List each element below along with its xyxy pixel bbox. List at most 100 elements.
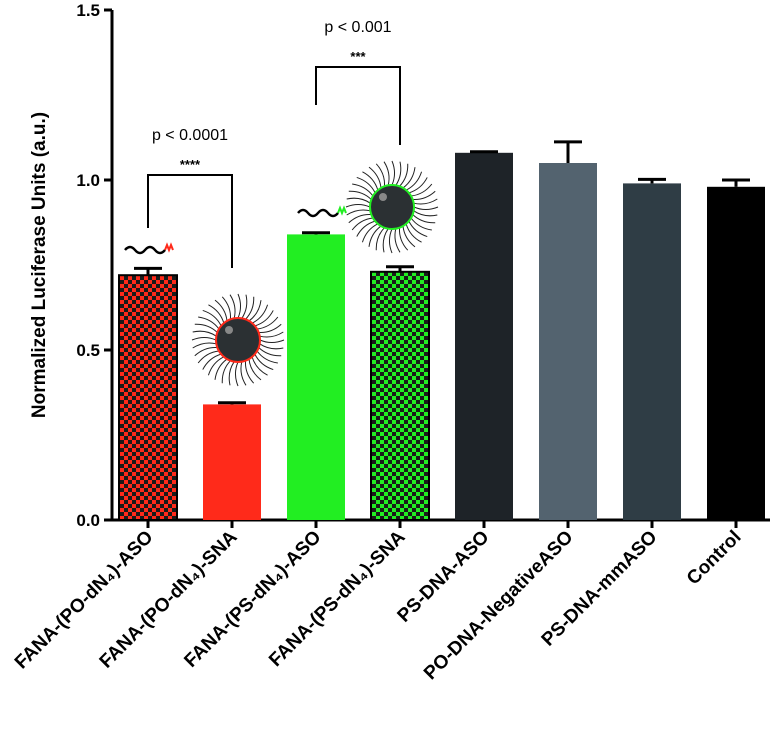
sna-strand — [356, 220, 376, 237]
sna-strand — [388, 228, 393, 254]
stars: **** — [180, 157, 201, 172]
sna-strand — [221, 296, 232, 320]
sna-strand — [368, 225, 382, 247]
sna-strand — [208, 304, 225, 324]
sna-shine — [379, 193, 387, 201]
error-bar — [554, 140, 582, 163]
aso-strand — [297, 208, 339, 218]
sna-strand — [410, 183, 433, 197]
y-tick-label: 0.5 — [76, 341, 100, 360]
sna-strand — [214, 299, 228, 322]
bracket — [315, 66, 401, 145]
sna-strand — [375, 227, 385, 251]
error-bar — [470, 150, 498, 154]
y-tick-label: 1.5 — [76, 1, 100, 20]
sna-strand — [259, 343, 284, 350]
sna-strand — [258, 323, 282, 334]
sna-strand — [346, 197, 371, 204]
sna-strand — [399, 163, 409, 187]
sna-strand — [251, 304, 269, 324]
sna-strand — [345, 203, 371, 208]
sna-strand — [395, 161, 402, 186]
sna-strand — [194, 323, 218, 333]
sna-strand — [361, 223, 379, 243]
sna-strand — [256, 316, 279, 330]
sna-strand — [413, 206, 439, 211]
x-tick-label: FANA-(PS-dN₄)-SNA — [265, 526, 410, 671]
sna-strand — [351, 217, 374, 231]
aso-end — [337, 205, 347, 216]
y-tick-label: 0.0 — [76, 511, 100, 530]
sna-strand — [207, 356, 225, 376]
sna-strand — [346, 209, 371, 216]
error-bar — [386, 265, 414, 272]
bar — [203, 404, 261, 520]
sna-strand — [244, 360, 255, 384]
x-tick-label: PO-DNA-NegativeASO — [420, 527, 577, 684]
sna-strand — [248, 300, 262, 322]
sna-strand — [197, 350, 220, 364]
bracket — [147, 174, 233, 268]
sna-strand — [198, 316, 220, 330]
sna-strand — [413, 210, 438, 217]
x-tick-label: FANA-(PS-dN₄)-ASO — [180, 527, 325, 672]
sna-strand — [221, 360, 231, 384]
sna-strand — [229, 294, 236, 319]
sna-strand — [362, 171, 379, 191]
sna-strand — [348, 190, 372, 200]
sna-strand — [412, 190, 436, 201]
sna-strand — [410, 217, 432, 231]
sna-strand — [352, 183, 374, 197]
sna-strand — [412, 214, 436, 224]
error-bar — [134, 266, 162, 276]
aso-end — [164, 242, 174, 253]
sna-core — [215, 317, 261, 363]
sna-strand — [234, 361, 239, 387]
bar — [118, 274, 178, 522]
sna-strand — [202, 309, 222, 327]
sna-strand — [375, 163, 386, 187]
sna-strand — [408, 220, 428, 238]
sna-strand — [259, 339, 285, 344]
sna-strand — [402, 167, 416, 189]
sna-strand — [254, 310, 274, 327]
sna-strand — [348, 213, 372, 224]
sna-strand — [248, 358, 262, 381]
sna-shine — [225, 326, 233, 334]
bar — [287, 234, 345, 520]
bar — [539, 163, 597, 520]
sna-strand — [237, 293, 242, 319]
y-tick-label: 1.0 — [76, 171, 100, 190]
error-bar — [302, 231, 330, 235]
sna-strand — [228, 361, 235, 386]
sna-strand — [413, 198, 438, 205]
error-bar — [218, 401, 246, 405]
x-tick-label: FANA-(PO-dN₄)-ASO — [11, 527, 158, 674]
sna-strand — [405, 171, 423, 191]
sna-strand — [202, 353, 222, 370]
error-bar — [638, 177, 666, 184]
sna-strand — [402, 225, 416, 248]
sna-strand — [356, 176, 376, 194]
y-axis-label: Normalized Luciferase Units (a.u.) — [29, 112, 50, 418]
aso-strand — [124, 245, 166, 255]
sna-strand — [251, 356, 268, 376]
sna-strand — [405, 223, 422, 243]
sna-strand — [192, 330, 217, 337]
bar — [623, 183, 681, 520]
sna-strand — [259, 331, 284, 338]
sna-strand — [245, 296, 255, 320]
bar — [707, 186, 765, 521]
stars: *** — [350, 49, 366, 64]
bar — [455, 152, 513, 521]
sna-strand — [383, 161, 390, 186]
sna-strand — [258, 347, 282, 357]
sna-strand — [254, 353, 274, 371]
sna-strand — [408, 177, 428, 194]
sna-strand — [256, 350, 278, 364]
sna-strand — [214, 358, 228, 380]
sna-strand — [368, 166, 382, 189]
p-value: p < 0.0001 — [152, 127, 228, 144]
bar — [370, 270, 430, 521]
